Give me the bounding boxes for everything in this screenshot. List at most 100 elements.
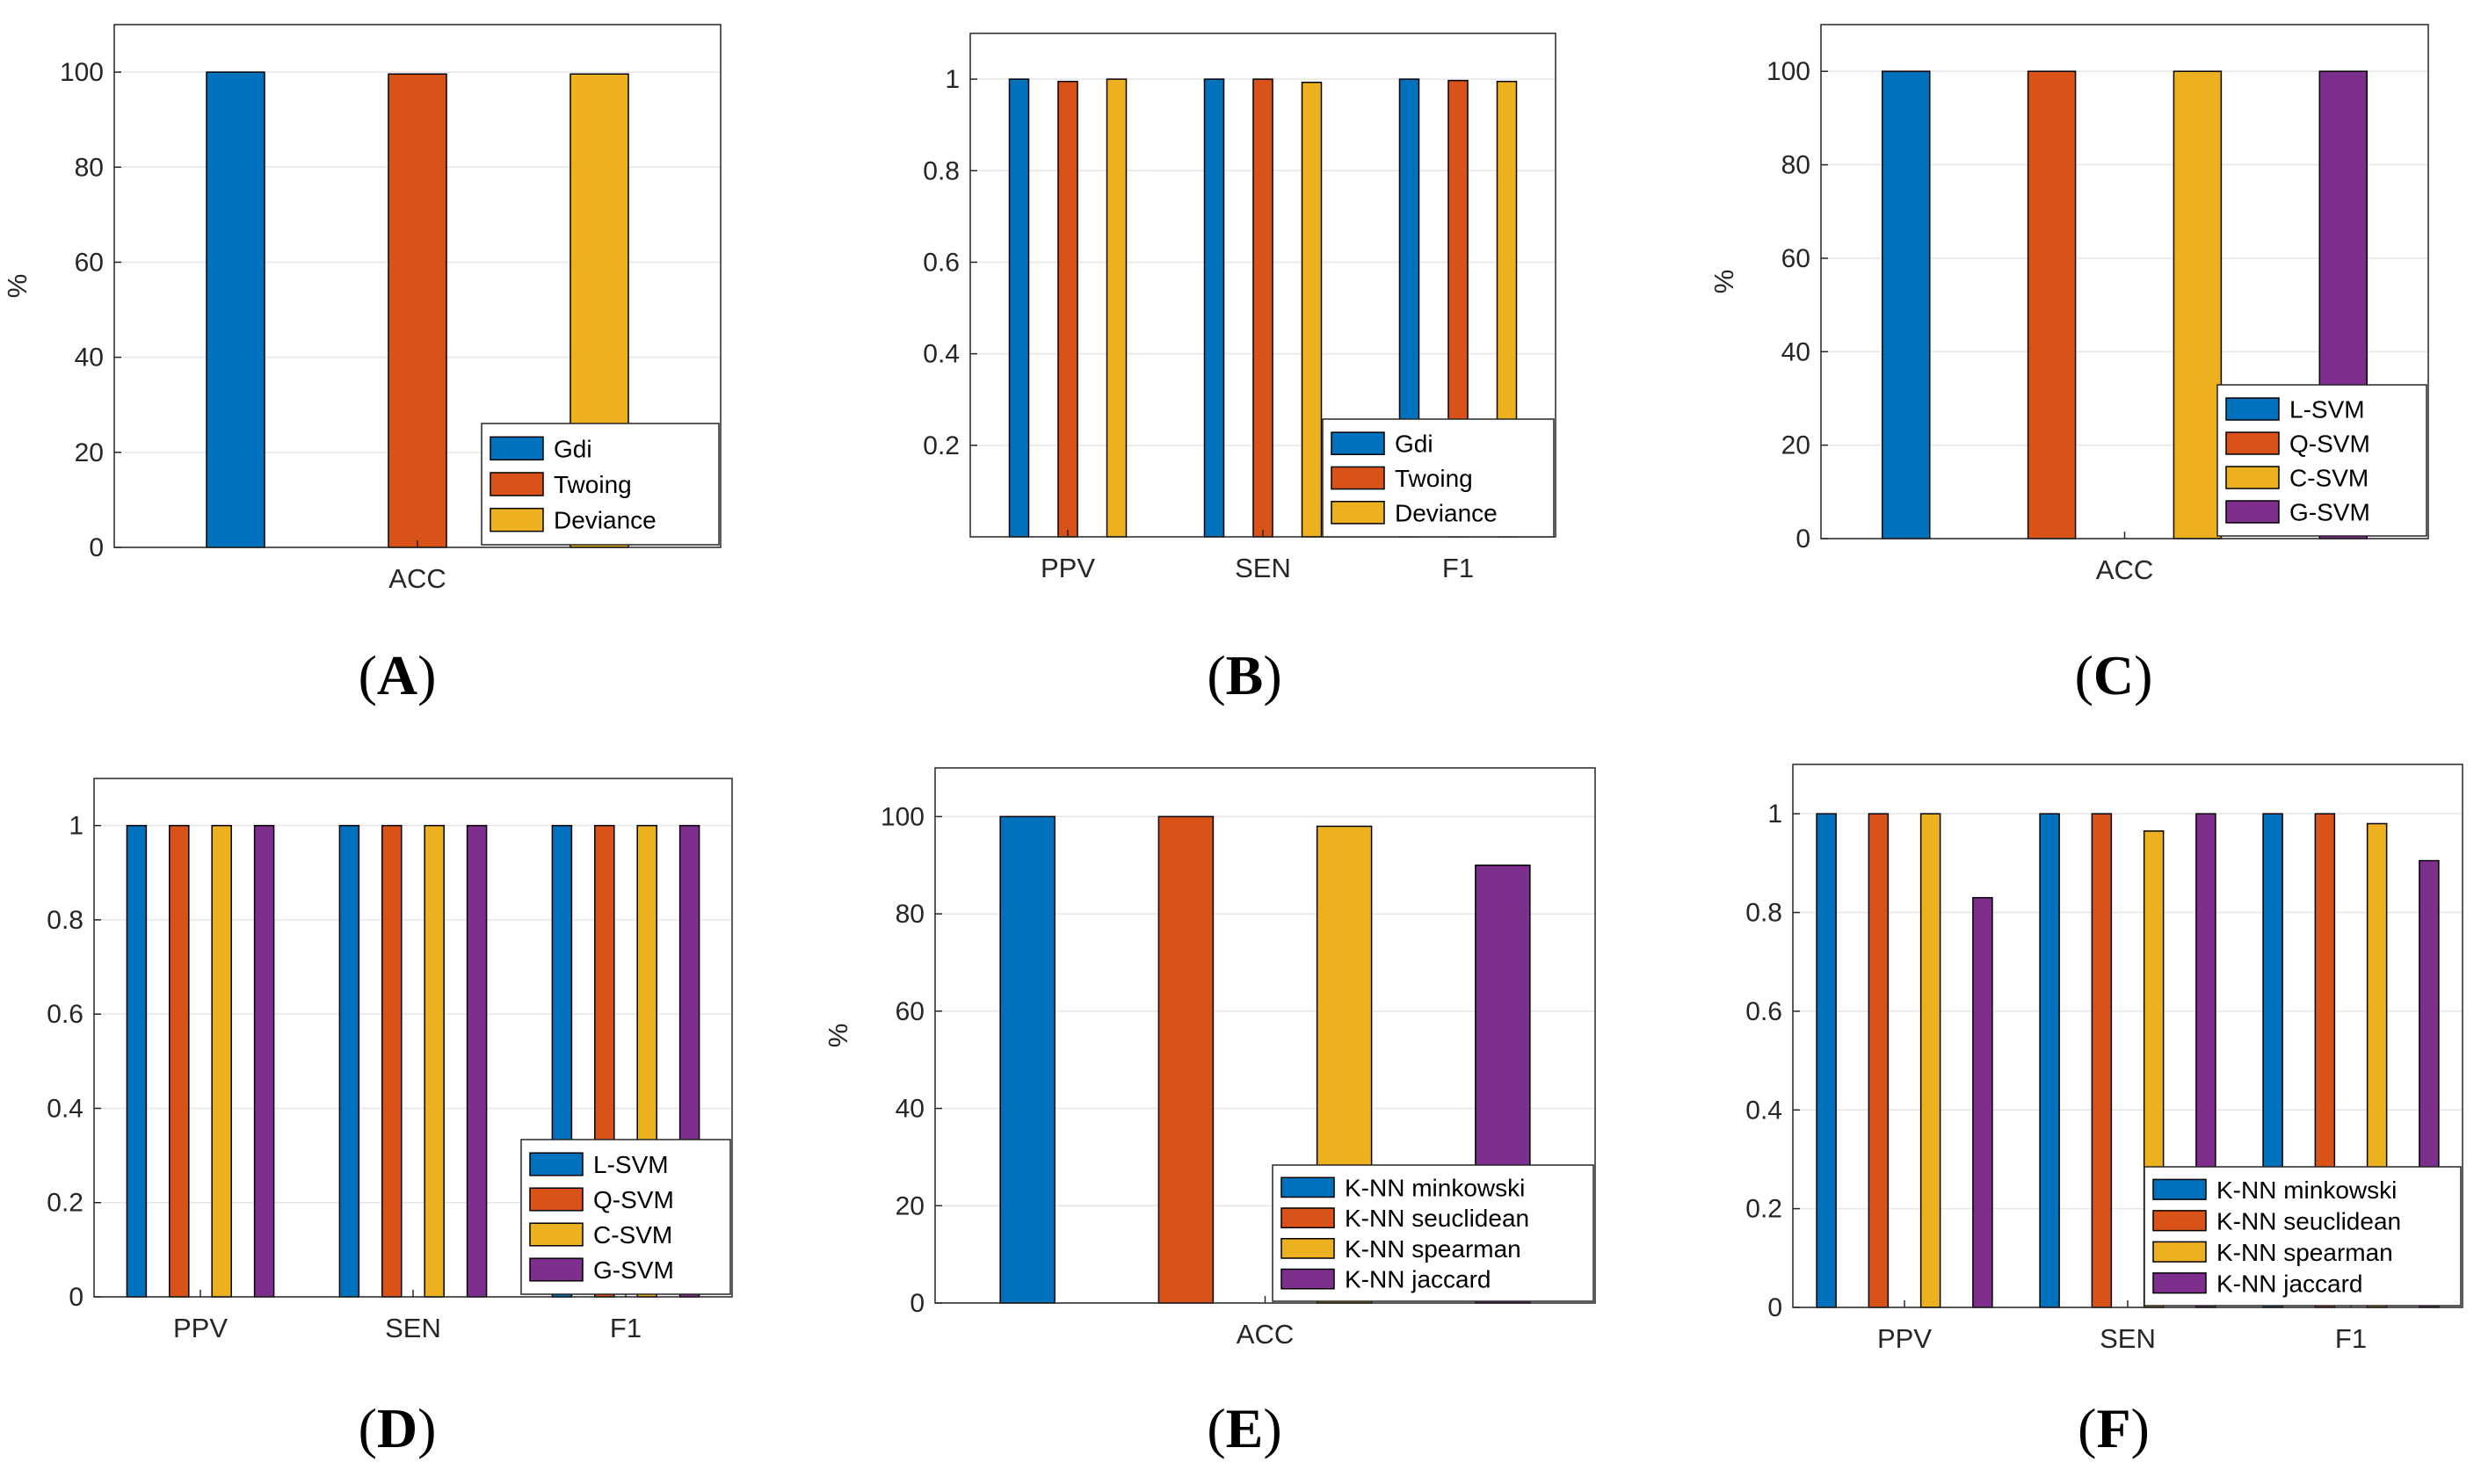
bar-l-svm-ppv bbox=[126, 824, 148, 1298]
legend-swatch bbox=[529, 1257, 584, 1282]
bar-k-nn-minkowski-acc bbox=[999, 815, 1056, 1304]
y-tick-label: 0.8 bbox=[1745, 899, 1782, 928]
bar-k-nn-jaccard-ppv bbox=[1972, 896, 1993, 1308]
legend-swatch bbox=[1280, 1207, 1335, 1228]
y-tick-label: 80 bbox=[1781, 151, 1810, 180]
legend[interactable]: K-NN minkowski K-NN seuclidean K-NN spearm… bbox=[1272, 1164, 1594, 1302]
legend-label: K-NN seuclidean bbox=[2216, 1207, 2401, 1234]
bar-g-svm-sen bbox=[466, 824, 488, 1298]
bar-k-nn-spearman-ppv bbox=[1919, 813, 1941, 1308]
legend-label: Gdi bbox=[1395, 431, 1433, 458]
y-axis-label: % bbox=[1708, 270, 1739, 294]
legend-swatch bbox=[2152, 1272, 2207, 1294]
bar-k-nn-minkowski-ppv bbox=[1816, 813, 1837, 1308]
panel-label-d: (D) bbox=[359, 1397, 437, 1459]
y-tick-label: 0 bbox=[1767, 1293, 1782, 1322]
legend[interactable]: Gdi Twoing Deviance bbox=[481, 423, 720, 546]
legend-swatch bbox=[2225, 431, 2280, 455]
y-tick-label: 80 bbox=[75, 153, 104, 182]
y-axis-label: % bbox=[2, 274, 33, 299]
x-tick-label: PPV bbox=[1877, 1323, 1932, 1354]
y-tick-label: 80 bbox=[896, 900, 925, 929]
y-axis-label: - bbox=[0, 1033, 12, 1042]
legend-label: K-NN spearman bbox=[1345, 1235, 1521, 1263]
legend-swatch bbox=[1280, 1238, 1335, 1259]
y-tick-label: 0 bbox=[1795, 525, 1810, 554]
bar-c-svm-acc bbox=[2173, 70, 2223, 539]
y-tick-label: 1 bbox=[1767, 800, 1782, 829]
legend-label: Deviance bbox=[1395, 499, 1498, 526]
y-tick-label: 0.2 bbox=[47, 1189, 83, 1218]
y-tick-label: 100 bbox=[1766, 57, 1810, 86]
bar-twoing-ppv bbox=[1057, 80, 1078, 538]
panel-label-c: (C) bbox=[2075, 644, 2153, 706]
legend-label: Deviance bbox=[554, 507, 657, 534]
legend[interactable]: L-SVM Q-SVM C-SVM G-SVM bbox=[520, 1139, 731, 1295]
y-axis-label: % bbox=[823, 1024, 853, 1048]
legend-swatch bbox=[2225, 500, 2280, 524]
chart-panel-e: 0 20 40 60 80 100 ACC% K-NN minkowski K-NN seucl… bbox=[823, 767, 1596, 1350]
chart-panel-a: 0 20 40 60 80 100 ACC% Gdi Twoing Deviance bbox=[2, 24, 722, 594]
chart-panel-d: 0 0.2 0.4 0.6 0.8 1 PPV SEN F1 - L-SVM Q-SVM C-SVM G-… bbox=[0, 778, 733, 1343]
y-tick-label: 40 bbox=[896, 1095, 925, 1124]
legend-label: L-SVM bbox=[593, 1151, 669, 1178]
panel-label-f: (F) bbox=[2078, 1397, 2150, 1459]
bar-g-svm-ppv bbox=[253, 824, 275, 1298]
legend-label: Twoing bbox=[1395, 465, 1473, 492]
y-tick-label: 100 bbox=[881, 802, 925, 831]
legend-swatch bbox=[2225, 466, 2280, 489]
bar-k-nn-seuclidean-acc bbox=[1157, 815, 1215, 1304]
bar-q-svm-acc bbox=[2027, 70, 2077, 539]
legend-swatch bbox=[490, 507, 544, 532]
legend-label: C-SVM bbox=[593, 1221, 672, 1249]
legend[interactable]: L-SVM Q-SVM C-SVM G-SVM bbox=[2216, 384, 2427, 537]
legend-label: K-NN jaccard bbox=[2216, 1270, 2362, 1297]
x-tick-label: F1 bbox=[2335, 1323, 2367, 1354]
bar-l-svm-sen bbox=[338, 824, 360, 1298]
x-tick-label: SEN bbox=[2100, 1323, 2156, 1354]
y-tick-label: 60 bbox=[896, 997, 925, 1026]
legend-swatch bbox=[1331, 431, 1385, 456]
bar-k-nn-minkowski-sen bbox=[2039, 813, 2060, 1308]
legend[interactable]: Gdi Twoing Deviance bbox=[1322, 418, 1555, 538]
y-tick-label: 0.2 bbox=[923, 431, 960, 460]
y-tick-label: 0 bbox=[69, 1283, 83, 1312]
x-tick-label: PPV bbox=[1041, 553, 1095, 583]
y-tick-label: 1 bbox=[945, 65, 960, 94]
bar-deviance-sen bbox=[1301, 81, 1323, 538]
legend-swatch bbox=[1280, 1268, 1335, 1290]
bar-l-svm-acc bbox=[1881, 70, 1931, 539]
y-tick-label: 0.2 bbox=[1745, 1195, 1782, 1224]
legend-swatch bbox=[529, 1152, 584, 1176]
bar-twoing-sen bbox=[1252, 78, 1273, 538]
legend-label: K-NN jaccard bbox=[1345, 1266, 1491, 1293]
y-tick-label: 0.6 bbox=[923, 248, 960, 277]
legend-swatch bbox=[529, 1187, 584, 1212]
legend-label: Gdi bbox=[554, 435, 592, 462]
legend[interactable]: K-NN minkowski K-NN seuclidean K-NN spearm… bbox=[2144, 1166, 2462, 1307]
bar-k-nn-seuclidean-ppv bbox=[1868, 813, 1890, 1308]
legend-swatch bbox=[490, 436, 544, 461]
x-tick-label: ACC bbox=[388, 563, 446, 594]
x-tick-label: PPV bbox=[173, 1313, 228, 1343]
legend-label: Q-SVM bbox=[593, 1186, 674, 1213]
legend-swatch bbox=[529, 1222, 584, 1247]
axes-box bbox=[93, 778, 733, 1298]
legend-swatch bbox=[1331, 466, 1385, 490]
y-tick-label: 1 bbox=[69, 812, 83, 841]
legend-swatch bbox=[2225, 397, 2280, 421]
legend-label: K-NN seuclidean bbox=[1345, 1205, 1529, 1232]
bar-deviance-ppv bbox=[1106, 78, 1128, 538]
panel-label-e: (E) bbox=[1207, 1397, 1281, 1459]
legend-label: Twoing bbox=[554, 471, 632, 498]
y-tick-label: 100 bbox=[60, 58, 104, 87]
x-tick-label: ACC bbox=[1237, 1319, 1294, 1350]
axes-box bbox=[1820, 24, 2429, 539]
legend-swatch bbox=[2152, 1178, 2207, 1200]
legend-swatch bbox=[2152, 1241, 2207, 1263]
y-tick-label: 20 bbox=[896, 1191, 925, 1220]
y-tick-label: 0.6 bbox=[1745, 997, 1782, 1026]
bar-k-nn-seuclidean-sen bbox=[2091, 813, 2113, 1308]
y-tick-label: 0.8 bbox=[923, 156, 960, 185]
